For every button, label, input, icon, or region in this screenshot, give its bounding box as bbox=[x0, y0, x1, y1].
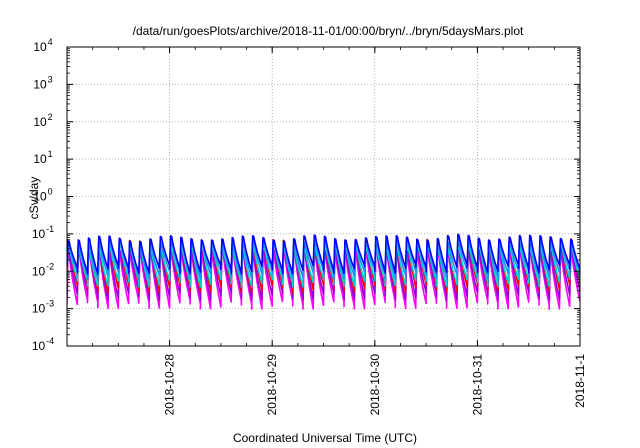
x-tick-label: 2018-10-31 bbox=[470, 354, 484, 416]
x-tick-label: 2018-10-30 bbox=[368, 354, 382, 416]
y-tick-label-exponent: 0 bbox=[48, 187, 53, 197]
y-tick-label-exponent: -3 bbox=[46, 299, 54, 309]
y-tick-label-exponent: -1 bbox=[46, 224, 54, 234]
y-tick-label-exponent: -4 bbox=[46, 336, 54, 346]
series-line-6 bbox=[67, 233, 580, 275]
y-tick-label-exponent: -2 bbox=[46, 261, 54, 271]
y-tick-label-exponent: 1 bbox=[48, 149, 53, 159]
y-tick-label-exponent: 2 bbox=[48, 112, 53, 122]
y-axis-label: cSv/day bbox=[27, 177, 41, 220]
x-axis-label: Coordinated Universal Time (UTC) bbox=[233, 431, 417, 445]
y-tick-label-exponent: 4 bbox=[48, 37, 53, 47]
x-tick-label: 2018-10-28 bbox=[163, 354, 177, 416]
series-line-4 bbox=[67, 242, 580, 288]
x-tick-label: 2018-11-1 bbox=[573, 354, 587, 408]
series-line-1 bbox=[67, 249, 580, 310]
series-group bbox=[67, 233, 580, 310]
series-line-5 bbox=[67, 237, 580, 281]
axes: 10-410-310-210-11001011021031042018-10-2… bbox=[32, 37, 587, 415]
y-tick-label-exponent: 3 bbox=[48, 74, 53, 84]
series-line-2 bbox=[67, 244, 580, 302]
x-tick-label: 2018-10-29 bbox=[265, 354, 279, 416]
chart-title: /data/run/goesPlots/archive/2018-11-01/0… bbox=[133, 24, 524, 38]
